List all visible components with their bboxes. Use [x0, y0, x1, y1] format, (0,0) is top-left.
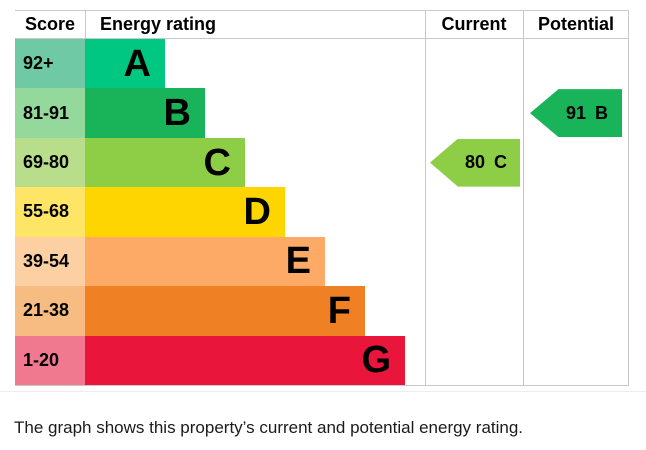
band-row-b: 81-91 B [15, 88, 629, 138]
score-range-c: 69-80 [15, 137, 85, 188]
band-bar-f: F [85, 286, 365, 336]
grid-line-bottom [15, 385, 629, 386]
grid-line-score-divider [85, 10, 86, 38]
score-range-b: 81-91 [15, 88, 85, 138]
page-separator-line [0, 391, 646, 392]
band-bar-d: D [85, 187, 285, 237]
score-range-d: 55-68 [15, 187, 85, 237]
chart-caption: The graph shows this property’s current … [14, 418, 524, 437]
potential-rating-value: 91 [565, 102, 587, 123]
grid-line-header-bottom [15, 38, 629, 39]
header-current: Current [441, 14, 507, 34]
epc-rating-chart: Score Energy rating Current Potential 92… [15, 10, 629, 386]
current-rating-value: 80 [464, 152, 486, 173]
current-rating-letter: C [494, 152, 508, 173]
band-row-g: 1-20 G [15, 335, 629, 385]
band-bar-g: G [85, 335, 405, 385]
band-bar-e: E [85, 236, 325, 287]
band-bar-a: A [85, 39, 165, 89]
band-row-c: 69-80 C [15, 137, 629, 188]
band-row-f: 21-38 F [15, 286, 629, 336]
score-range-g: 1-20 [15, 335, 85, 385]
grid-line-current-divider [425, 10, 426, 386]
grid-line-top [15, 10, 629, 11]
band-rows: 92+ A 81-91 B 69-80 C 55-68 D 39-54 E 21… [15, 39, 629, 385]
score-range-a: 92+ [15, 39, 85, 89]
band-bar-c: C [85, 137, 245, 188]
header-potential: Potential [537, 14, 614, 34]
score-range-f: 21-38 [15, 286, 85, 336]
band-bar-b: B [85, 88, 205, 138]
header-score: Score [24, 14, 76, 34]
potential-rating-arrow: 91 B [530, 89, 622, 138]
score-range-e: 39-54 [15, 236, 85, 287]
header-energy-rating: Energy rating [100, 14, 217, 34]
band-row-d: 55-68 D [15, 187, 629, 237]
potential-rating-letter: B [595, 102, 609, 123]
chart-header-row: Score Energy rating Current Potential [15, 11, 629, 38]
grid-line-potential-divider [523, 10, 524, 386]
band-row-a: 92+ A [15, 39, 629, 89]
grid-line-right-edge [628, 10, 629, 386]
band-row-e: 39-54 E [15, 236, 629, 287]
